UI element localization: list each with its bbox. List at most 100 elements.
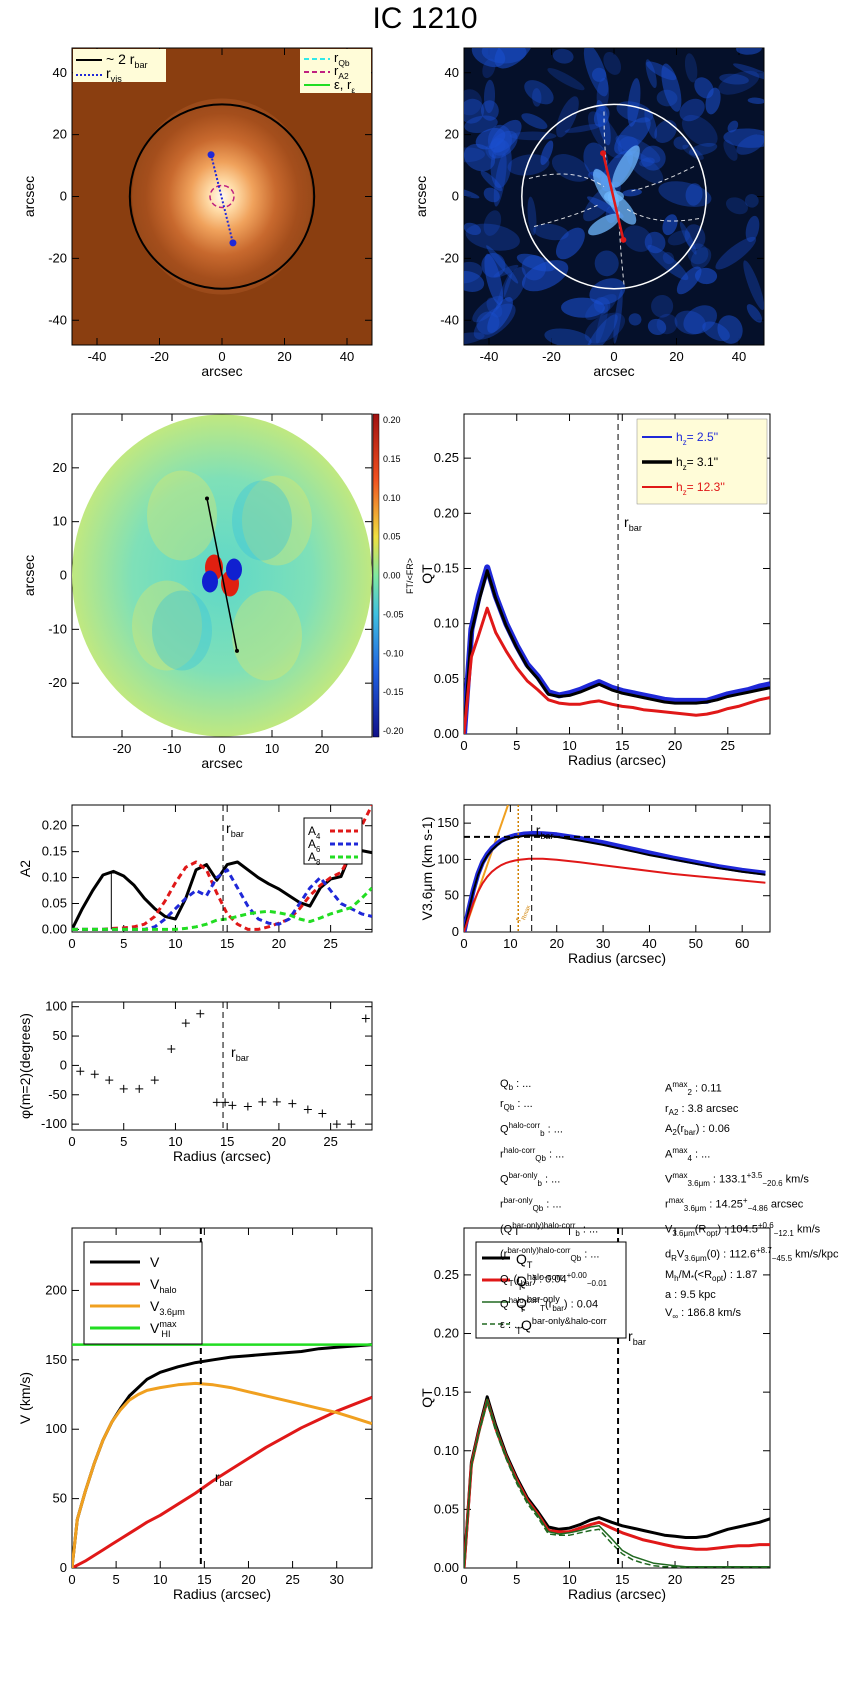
residual-blob: [681, 114, 718, 147]
x-tick-label: 5: [120, 936, 127, 951]
colorbar-tick-label: 0.15: [383, 454, 401, 464]
residual-blob: [585, 314, 618, 345]
x-tick-label: -20: [150, 349, 169, 364]
y-tick-label: 0: [452, 189, 459, 204]
parameter-row: Qbar-onlyb : ...: [500, 1170, 561, 1188]
y-tick-label: -40: [440, 312, 459, 327]
x-tick-label: 0: [460, 936, 467, 951]
x-tick-label: 5: [120, 1134, 127, 1149]
y-tick-label: 0: [60, 1560, 67, 1575]
x-tick-label: 5: [513, 1572, 520, 1587]
series-line: [72, 1381, 372, 1568]
y-tick-label: 0.15: [434, 560, 459, 575]
y-tick-label: -50: [48, 1087, 67, 1102]
colorbar-tick-label: 0.20: [383, 415, 401, 425]
data-point: [258, 1097, 267, 1106]
parameter-row: V3.6μm(Ropt) : 104.5+0.6−12.1 km/s: [665, 1220, 821, 1238]
x-tick-label: 10: [168, 936, 182, 951]
x-tick-label: -20: [113, 741, 132, 756]
data-point: [288, 1099, 297, 1108]
residual-blob: [464, 89, 482, 116]
plot-frame: [463, 413, 771, 735]
x-axis-label: arcsec: [201, 755, 242, 771]
colorbar-tick-label: 0.05: [383, 532, 401, 542]
y-axis-label: arcsec: [413, 176, 429, 217]
residual-blob: [521, 113, 548, 130]
residual-blob: [702, 321, 730, 342]
panel-residual-image: -40 -20 0 20 40 -40 -20 0 20 40 arcsec arcsec: [413, 47, 765, 379]
residual-blob: [540, 140, 554, 166]
bar-line: [206, 498, 238, 652]
residual-blob: [694, 77, 714, 99]
residual-blob: [613, 289, 623, 344]
legend-label: V: [150, 1254, 160, 1270]
parameter-row: Mh/M*(<Ropt) : 1.87: [665, 1269, 758, 1284]
rbar-label: rbar: [226, 820, 244, 839]
x-tick-label: 15: [615, 1572, 629, 1587]
bar-end: [205, 496, 209, 501]
y-tick-label: 0: [60, 568, 67, 583]
x-tick-label: 40: [732, 349, 746, 364]
residual-blob: [589, 278, 626, 305]
map-lobe: [132, 580, 202, 671]
x-tick-label: -10: [163, 741, 182, 756]
residual-blob: [564, 124, 603, 133]
legend-label: hz= 2.5'': [676, 430, 718, 447]
residual-blob: [465, 223, 520, 251]
contour-line: [625, 208, 700, 222]
residual-blob: [628, 313, 642, 326]
residual-blob: [683, 305, 718, 335]
chart-phase: 0 5 10 15 20 25 -100 -50 0 50 100 Radius (arcsec) φ(…: [17, 999, 373, 1164]
galaxy-disk: [132, 98, 312, 295]
legend-label: Qbar-only T: [516, 1294, 560, 1314]
y-tick-label: 100: [45, 1421, 67, 1436]
residual-blob: [588, 213, 620, 236]
contour-line: [628, 166, 695, 192]
y-tick-label: 0.15: [434, 1384, 459, 1399]
x-tick-label: 25: [323, 1134, 337, 1149]
series-line: [464, 1395, 770, 1568]
y-tick-label: 40: [445, 65, 459, 80]
y-tick-label: 20: [445, 127, 459, 142]
x-tick-label: 0: [610, 349, 617, 364]
rbar-label: rbar: [628, 1328, 646, 1347]
x-tick-label: 5: [113, 1572, 120, 1587]
x-tick-label: 10: [168, 1134, 182, 1149]
x-tick-label: 25: [721, 738, 735, 753]
y-axis-label: arcsec: [21, 555, 37, 596]
panel-force-map: -20 -10 0 10 20 -20 -10 0 10 20 arcsec arcsec: [21, 413, 373, 771]
x-axis-label: Radius (arcsec): [173, 1148, 271, 1164]
x-tick-label: 0: [218, 741, 225, 756]
y-tick-label: 0.10: [42, 870, 67, 885]
residual-blob: [679, 221, 697, 255]
map-lobe: [232, 590, 302, 681]
data-point: [150, 1076, 159, 1085]
residual-blob: [622, 189, 642, 197]
x-tick-label: 20: [241, 1572, 255, 1587]
data-point: [272, 1097, 281, 1106]
legend-label: hz= 12.3'': [676, 480, 725, 497]
bar-end: [620, 236, 627, 243]
residual-blob: [587, 196, 624, 218]
data-point: [135, 1084, 144, 1093]
map-lobe: [152, 590, 212, 671]
x-tick-label: 25: [285, 1572, 299, 1587]
map-lobe: [232, 480, 292, 561]
residual-blob: [662, 214, 678, 236]
data-point: [212, 1098, 221, 1107]
residual-blob: [667, 230, 691, 246]
x-axis-label: Radius (arcsec): [568, 1586, 666, 1602]
data-point: [361, 1014, 370, 1023]
residual-blob: [694, 267, 718, 285]
plot-frame: [71, 1001, 373, 1131]
parameter-row: rmax3.6μm : 14.25+−4.86 arcsec: [665, 1195, 804, 1213]
residual-blob: [658, 181, 712, 207]
bar-end: [235, 648, 239, 653]
x-tick-label: 20: [668, 1572, 682, 1587]
residual-blob: [472, 295, 503, 323]
chart-qt_profile: 0 5 10 15 20 25 0.00 0.05 0.10 0.15 0.20 0.25 Radius…: [419, 413, 771, 768]
residual-blob: [719, 73, 749, 85]
x-tick-label: 0: [460, 738, 467, 753]
y-tick-label: 20: [53, 127, 67, 142]
